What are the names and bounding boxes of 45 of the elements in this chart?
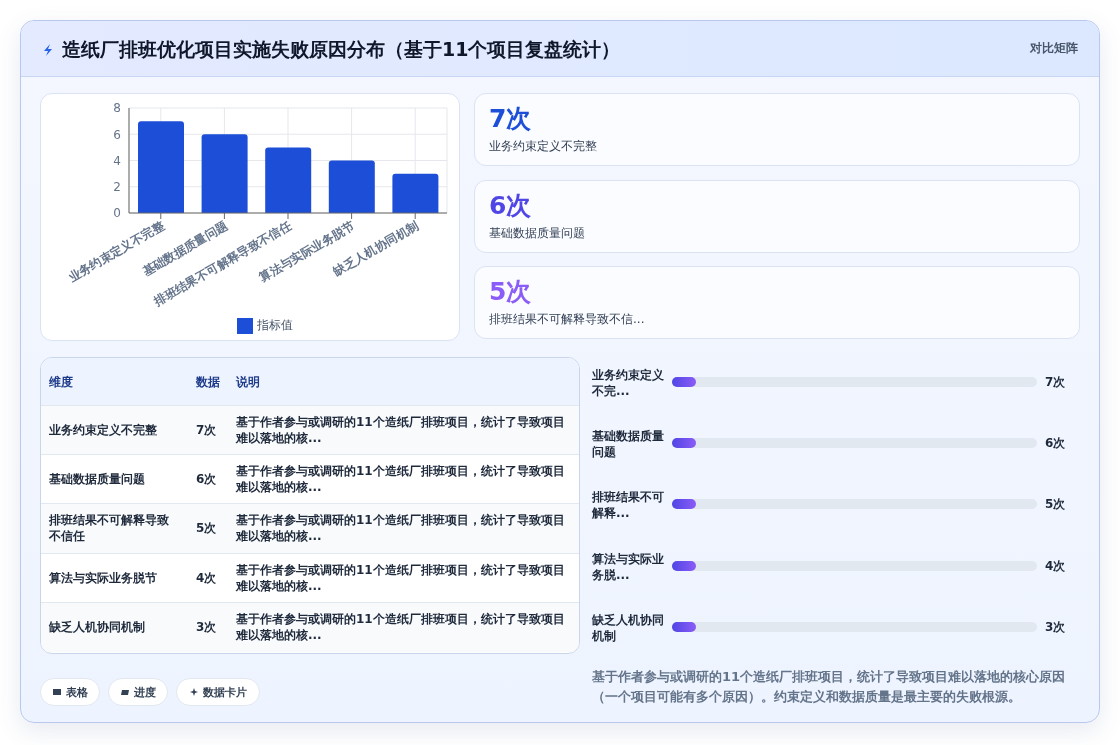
text: 3次 (196, 620, 217, 635)
text: 6次 (489, 190, 533, 221)
text: 5次 (196, 521, 217, 536)
text: 缺乏人机协同机制 (592, 611, 665, 644)
text: 维度 (48, 373, 74, 390)
text: 6次 (196, 472, 217, 487)
chart-title: 造纸厂排班优化项目实施失败原因分布（基于11个项目复盘统计） (62, 37, 621, 62)
text: 业务约束定义不完... (592, 367, 665, 399)
text: 3次 (1045, 619, 1066, 634)
text: 基础数据质量问题 (592, 428, 665, 461)
text: 基于作者参与或调研的11个造纸厂排班项目，统计了导致项目难以落地的核... (234, 561, 566, 594)
category-label: 缺乏人机协同机制 (49, 620, 145, 635)
y-tick-label: 8 (113, 101, 121, 116)
text: 说明 (235, 373, 261, 390)
y-tick-label: 0 (113, 206, 121, 221)
text: 6次 (1045, 436, 1066, 451)
text: 业务约束定义不完整 (489, 138, 598, 155)
category-label: 算法与实际业务脱节 (49, 570, 157, 585)
text: 4次 (1045, 558, 1066, 573)
text: 7次 (1045, 375, 1066, 389)
text: 5次 (489, 277, 533, 307)
text: 基于作者参与或调研的11个造纸厂排班项目，统计了导致项目难以落地的核... (234, 414, 566, 447)
y-tick-label: 4 (113, 153, 121, 168)
category-label: 基础数据质量问题 (49, 472, 145, 487)
text: 排班结果不可解释导致不信... (489, 311, 646, 328)
text: 5次 (1045, 497, 1066, 512)
text: 基于作者参与或调研的11个造纸厂排班项目，统计了导致项目难以落地的核心原因（一个项目可能有多个原因）。约束定义和数据质量是最主要的失败根源。 (592, 668, 1067, 706)
text: 4次 (196, 570, 217, 585)
y-tick-label: 2 (113, 180, 121, 195)
text: 基于作者参与或调研的11个造纸厂排班项目，统计了导致项目难以落地的核... (234, 463, 566, 496)
text: 排班结果不可解释... (592, 489, 665, 522)
text: 数据 (195, 373, 221, 390)
text: 进度 (108, 678, 168, 706)
category-label: 排班结果不可解释导致不信任 (49, 513, 169, 544)
text: 7次 (196, 423, 217, 438)
legend-label: 指标值 (257, 318, 293, 332)
y-tick-label: 6 (113, 127, 121, 142)
text: 表格 (40, 678, 100, 706)
text: 算法与实际业务脱... (592, 550, 665, 583)
text: 7次 (489, 104, 533, 134)
text: 对比矩阵 (1030, 40, 1078, 57)
category-label: 业务约束定义不完整 (49, 423, 157, 438)
text: 基于作者参与或调研的11个造纸厂排班项目，统计了导致项目难以落地的核... (234, 611, 566, 644)
text: 基于作者参与或调研的11个造纸厂排班项目，统计了导致项目难以落地的核... (234, 512, 566, 545)
text: 数据卡片 (176, 678, 260, 706)
